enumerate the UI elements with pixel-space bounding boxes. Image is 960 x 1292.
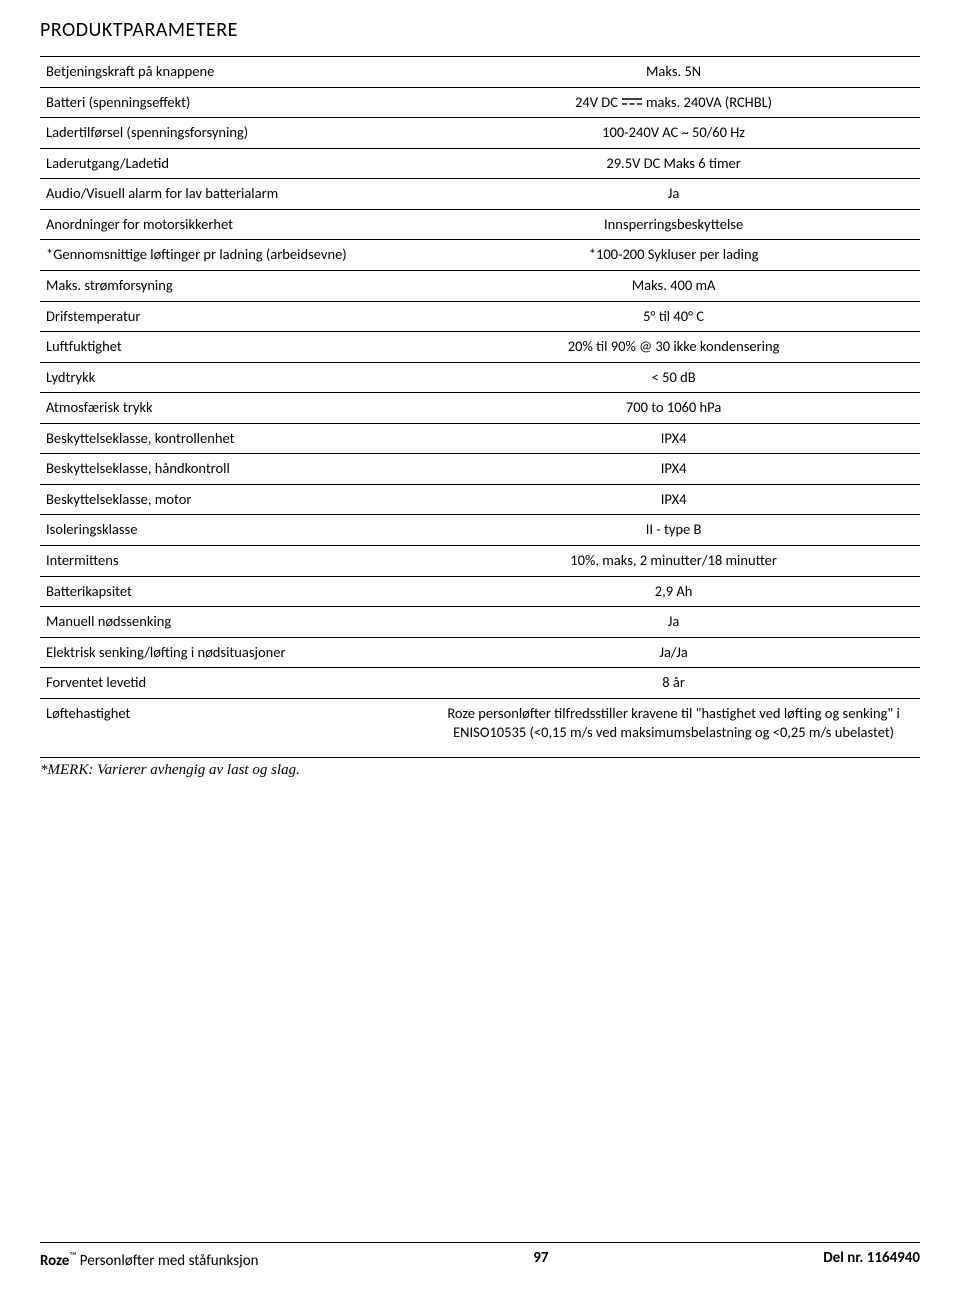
table-row: Atmosfærisk trykk700 to 1060 hPa (40, 393, 920, 424)
param-label: Beskyttelseklasse, motor (40, 484, 427, 515)
table-row: Beskyttelseklasse, kontrollenhetIPX4 (40, 423, 920, 454)
table-row: Elektrisk senking/løfting i nødsituasjon… (40, 637, 920, 668)
param-label: Batterikapsitet (40, 576, 427, 607)
param-label: Anordninger for motorsikkerhet (40, 209, 427, 240)
param-value: 8 år (427, 668, 920, 699)
footer-part-number: Del nr. 1164940 (823, 1249, 920, 1270)
param-value: 5° til 40° C (427, 301, 920, 332)
param-label: Betjeningskraft på knappene (40, 57, 427, 88)
param-value: Maks. 5N (427, 57, 920, 88)
param-label: Drifstemperatur (40, 301, 427, 332)
footer-product: Personløfter med ståfunksjon (76, 1252, 258, 1270)
param-label: Luftfuktighet (40, 332, 427, 363)
param-label: Laderutgang/Ladetid (40, 148, 427, 179)
table-row: Batterikapsitet2,9 Ah (40, 576, 920, 607)
parameters-table: Betjeningskraft på knappeneMaks. 5NBatte… (40, 56, 920, 758)
table-row: Maks. strømforsyningMaks. 400 mA (40, 270, 920, 301)
footer-left: Roze™ Personløfter med ståfunksjon (40, 1249, 259, 1270)
table-row: Lydtrykk< 50 dB (40, 362, 920, 393)
param-value: *100-200 Sykluser per lading (427, 240, 920, 271)
param-label: Maks. strømforsyning (40, 270, 427, 301)
table-row: Ladertilførsel (spenningsforsyning)100-2… (40, 118, 920, 149)
param-label: Atmosfærisk trykk (40, 393, 427, 424)
param-value: 29.5V DC Maks 6 timer (427, 148, 920, 179)
param-label: Ladertilførsel (spenningsforsyning) (40, 118, 427, 149)
footer-page-number: 97 (533, 1249, 548, 1270)
param-value-pre: 24V DC (575, 93, 618, 111)
table-row: Intermittens10%, maks, 2 minutter/18 min… (40, 546, 920, 577)
table-row: Manuell nødssenkingJa (40, 607, 920, 638)
param-value: Roze personløfter tilfredsstiller kraven… (427, 698, 920, 757)
table-footnote: *MERK: Varierer avhengig av last og slag… (40, 762, 920, 779)
param-value: 20% til 90% @ 30 ikke kondensering (427, 332, 920, 363)
param-label: *Gennomsnittige løftinger pr ladning (ar… (40, 240, 427, 271)
param-value: 24V DC maks. 240VA (RCHBL) (427, 87, 920, 118)
param-value: 10%, maks, 2 minutter/18 minutter (427, 546, 920, 577)
table-row: Anordninger for motorsikkerhetInnsperrin… (40, 209, 920, 240)
param-label: Audio/Visuell alarm for lav batterialarm (40, 179, 427, 210)
param-label: Isoleringsklasse (40, 515, 427, 546)
table-row: IsoleringsklasseII - type B (40, 515, 920, 546)
table-row: Laderutgang/Ladetid29.5V DC Maks 6 timer (40, 148, 920, 179)
param-value: II - type B (427, 515, 920, 546)
table-row: Drifstemperatur5° til 40° C (40, 301, 920, 332)
page-footer: Roze™ Personløfter med ståfunksjon 97 De… (40, 1242, 920, 1270)
param-value: Innsperringsbeskyttelse (427, 209, 920, 240)
param-label: Manuell nødssenking (40, 607, 427, 638)
table-row: LøftehastighetRoze personløfter tilfreds… (40, 698, 920, 757)
dc-symbol-icon (621, 97, 643, 107)
param-value: < 50 dB (427, 362, 920, 393)
table-row: Luftfuktighet20% til 90% @ 30 ikke konde… (40, 332, 920, 363)
param-label: Intermittens (40, 546, 427, 577)
param-label: Løftehastighet (40, 698, 427, 757)
table-row: Betjeningskraft på knappeneMaks. 5N (40, 57, 920, 88)
param-value: 700 to 1060 hPa (427, 393, 920, 424)
table-row: Audio/Visuell alarm for lav batterialarm… (40, 179, 920, 210)
param-label: Batteri (spenningseffekt) (40, 87, 427, 118)
param-value: IPX4 (427, 454, 920, 485)
param-label: Beskyttelseklasse, kontrollenhet (40, 423, 427, 454)
param-value: IPX4 (427, 423, 920, 454)
table-row: Forventet levetid8 år (40, 668, 920, 699)
param-label: Beskyttelseklasse, håndkontroll (40, 454, 427, 485)
param-label: Forventet levetid (40, 668, 427, 699)
footer-brand: Roze (40, 1252, 69, 1270)
param-value: Ja (427, 179, 920, 210)
param-label: Elektrisk senking/løfting i nødsituasjon… (40, 637, 427, 668)
param-value: Maks. 400 mA (427, 270, 920, 301)
table-row: Beskyttelseklasse, motorIPX4 (40, 484, 920, 515)
param-value-post: maks. 240VA (RCHBL) (646, 93, 772, 111)
footer-rule (40, 1242, 920, 1243)
param-value: Ja (427, 607, 920, 638)
param-label: Lydtrykk (40, 362, 427, 393)
param-value: Ja/Ja (427, 637, 920, 668)
table-row: *Gennomsnittige løftinger pr ladning (ar… (40, 240, 920, 271)
table-row: Beskyttelseklasse, håndkontrollIPX4 (40, 454, 920, 485)
param-value: 100-240V AC ~ 50/60 Hz (427, 118, 920, 149)
param-value: IPX4 (427, 484, 920, 515)
param-value: 2,9 Ah (427, 576, 920, 607)
page-title: PRODUKTPARAMETERE (40, 18, 920, 42)
table-row: Batteri (spenningseffekt) 24V DC maks. 240… (40, 87, 920, 118)
